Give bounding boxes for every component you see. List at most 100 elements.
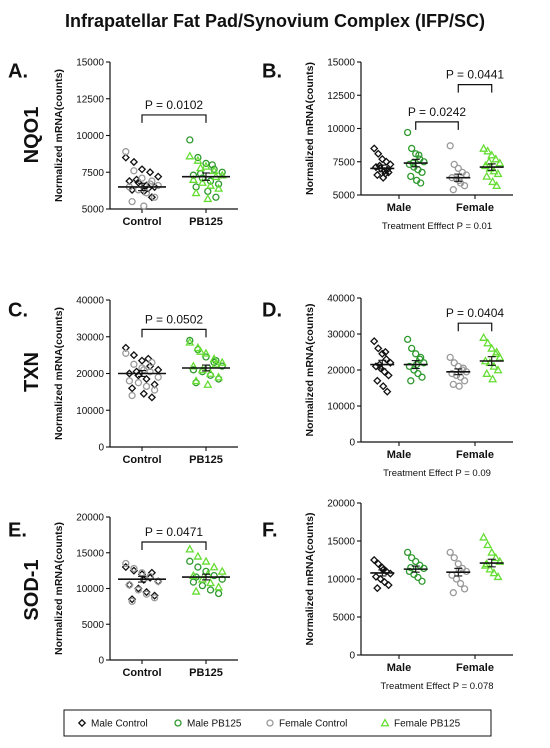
data-point <box>407 563 415 572</box>
data-point <box>480 161 490 170</box>
data-point <box>138 174 146 182</box>
treatment-effect-note: Treatment Efffect P = 0.01 <box>382 221 492 232</box>
data-point <box>140 202 148 210</box>
gene-label: SOD-1 <box>21 559 43 620</box>
data-point <box>130 360 138 368</box>
data-point <box>203 379 213 388</box>
p-value-label: P = 0.0471 <box>145 525 203 539</box>
data-point <box>150 193 159 201</box>
data-point <box>201 556 211 565</box>
legend-label: Female Control <box>279 719 347 730</box>
data-point <box>185 151 195 160</box>
data-point <box>209 354 219 363</box>
data-point <box>217 566 227 575</box>
data-point <box>381 169 390 178</box>
data-point <box>142 181 151 190</box>
panel-letter: B. <box>262 61 282 83</box>
data-point <box>193 155 203 164</box>
category-label: Female <box>456 449 494 461</box>
data-point <box>446 353 454 362</box>
data-point <box>129 157 139 167</box>
data-point <box>191 188 201 197</box>
data-point <box>185 544 195 553</box>
y-tick-label: 10000 <box>76 131 104 142</box>
data-point <box>414 369 422 378</box>
data-point <box>455 382 463 390</box>
data-point <box>144 354 153 363</box>
data-point <box>403 548 412 557</box>
y-tick-label: 20000 <box>76 513 104 524</box>
data-point <box>193 343 203 352</box>
y-axis-title: Normalized mRNA(counts) <box>304 62 316 195</box>
data-point <box>186 336 194 345</box>
data-point <box>378 154 387 164</box>
legend-marker <box>77 718 87 728</box>
category-label: Control <box>122 216 161 228</box>
data-point <box>374 344 383 353</box>
data-point <box>218 168 226 176</box>
panel-a: A. NQO1 Normalized mRNA(counts) 5000 7500 100… <box>8 58 238 228</box>
data-point <box>128 597 136 606</box>
data-point <box>137 165 147 174</box>
data-point <box>145 573 155 582</box>
data-point <box>371 162 381 172</box>
data-point <box>380 577 389 587</box>
data-point <box>403 128 412 137</box>
y-tick-label: 15000 <box>76 548 104 559</box>
data-point <box>483 540 493 549</box>
significance-bracket <box>457 84 493 93</box>
panel-c: C. TXN Normalized mRNA(counts) 0 10000 20000 3… <box>8 296 238 466</box>
data-point <box>378 349 387 358</box>
data-point <box>154 172 163 181</box>
legend-box <box>63 709 492 737</box>
data-point <box>127 185 137 195</box>
data-point <box>129 351 139 360</box>
panels: A. NQO1 Normalized mRNA(counts) 5000 7500 100… <box>8 58 513 692</box>
p-value-label: P = 0.0102 <box>145 98 203 112</box>
panel-letter: F. <box>262 520 278 542</box>
data-point <box>386 358 395 367</box>
y-tick-label: 5000 <box>82 620 105 631</box>
data-point <box>412 557 420 566</box>
data-point <box>450 160 458 169</box>
data-point <box>460 377 469 385</box>
y-tick-label: 20000 <box>76 369 104 380</box>
data-point <box>479 532 489 541</box>
data-point <box>482 368 492 377</box>
data-point <box>185 337 195 346</box>
data-point <box>484 157 494 166</box>
data-point <box>147 568 157 577</box>
data-point <box>454 164 462 173</box>
legend: Male Control Male PB125 Female Control Fema… <box>63 709 492 737</box>
data-point <box>122 559 130 568</box>
data-point <box>142 590 151 598</box>
y-tick-label: 40000 <box>76 296 104 307</box>
data-point <box>487 150 497 159</box>
data-point <box>408 144 416 153</box>
data-point <box>407 377 415 385</box>
panel-e: E. SOD-1 Normalized mRNA(counts) 0 5000 10000… <box>8 513 238 679</box>
data-point <box>134 586 143 594</box>
data-point <box>121 343 130 352</box>
y-tick-label: 5000 <box>333 191 356 202</box>
data-point <box>217 357 227 366</box>
legend-marker <box>266 719 274 727</box>
data-point <box>382 157 391 166</box>
legend-marker <box>380 718 390 727</box>
data-point <box>137 356 147 365</box>
data-point <box>206 586 215 594</box>
data-point <box>197 177 207 186</box>
data-point <box>420 359 428 367</box>
data-point <box>193 551 203 560</box>
y-tick-label: 5000 <box>333 613 356 624</box>
data-point <box>205 368 216 377</box>
data-point <box>384 371 393 380</box>
data-point <box>129 566 139 575</box>
data-point <box>492 347 502 356</box>
y-tick-label: 15000 <box>327 537 355 548</box>
panel-letter: E. <box>8 520 27 542</box>
data-point <box>145 168 155 177</box>
data-point <box>482 171 492 180</box>
data-point <box>202 353 210 361</box>
